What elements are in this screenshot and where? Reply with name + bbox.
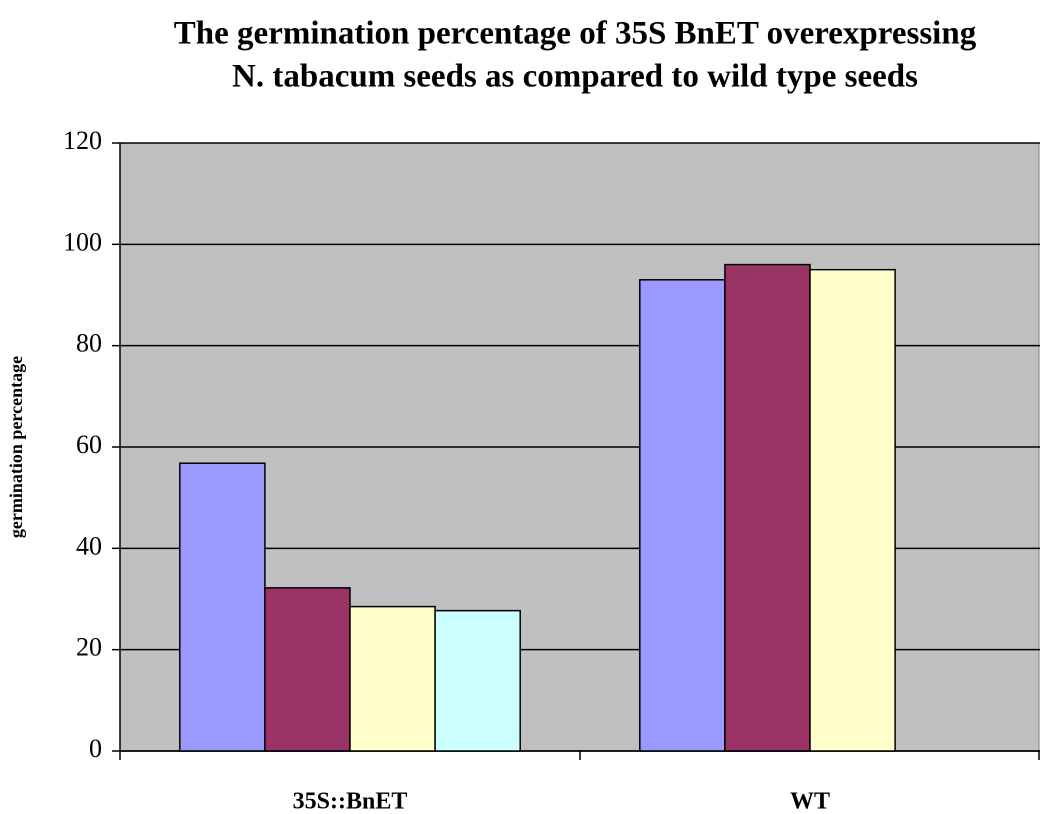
x-tick-label: WT <box>790 789 830 814</box>
bar <box>809 268 896 752</box>
y-tick-label: 20 <box>76 633 102 662</box>
y-tick-label: 40 <box>76 531 102 560</box>
y-tick-label: 0 <box>89 734 102 763</box>
y-tick-label: 100 <box>63 227 102 256</box>
bar <box>434 609 521 752</box>
y-tick-label: 80 <box>76 329 102 358</box>
bar <box>639 279 726 752</box>
x-tick-label: 35S::BnET <box>293 789 408 814</box>
bar <box>724 263 811 752</box>
chart-title: N. tabacum seeds as compared to wild typ… <box>232 59 918 95</box>
y-tick-label: 60 <box>76 430 102 459</box>
y-tick-label: 120 <box>63 126 102 155</box>
bar <box>349 605 436 752</box>
bar <box>179 462 266 752</box>
bar <box>264 587 351 752</box>
y-axis-label: germination percentage <box>6 356 26 538</box>
chart-title: The germination percentage of 35S BnET o… <box>174 16 977 52</box>
